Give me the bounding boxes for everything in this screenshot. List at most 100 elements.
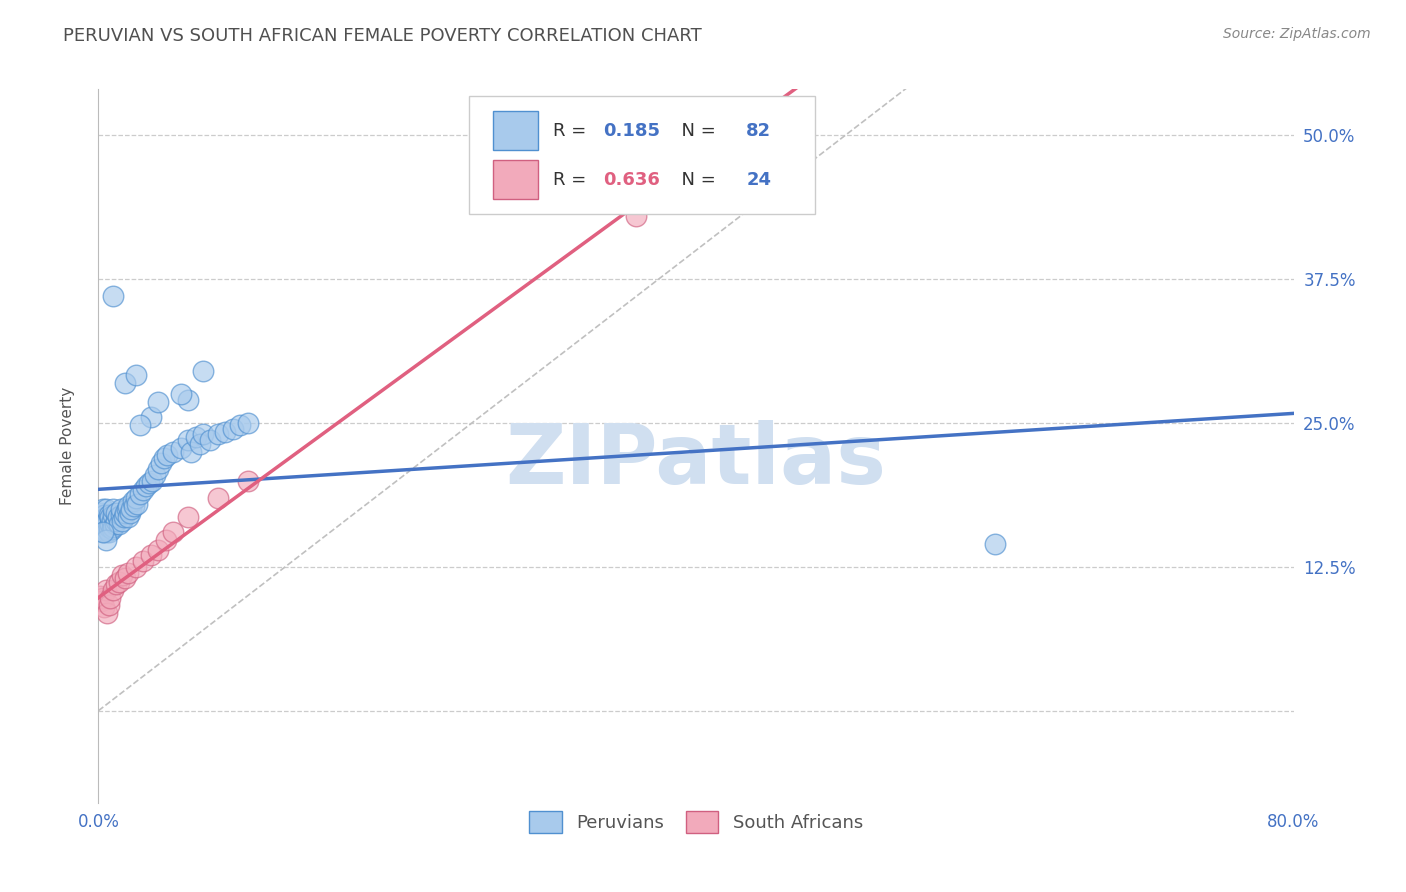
Text: 0.185: 0.185 xyxy=(603,122,659,140)
Point xyxy=(191,427,214,442)
Point xyxy=(110,508,132,522)
Point xyxy=(153,450,176,465)
Point xyxy=(143,467,166,482)
Point xyxy=(222,422,245,436)
Point xyxy=(114,376,136,390)
Point xyxy=(120,502,142,516)
Point xyxy=(626,209,648,223)
Point xyxy=(132,483,155,497)
Point xyxy=(155,533,177,548)
Point xyxy=(177,510,200,524)
Point xyxy=(207,491,229,505)
Point xyxy=(129,418,152,433)
Point xyxy=(200,434,222,448)
Point xyxy=(124,499,146,513)
Point xyxy=(96,522,118,536)
Point xyxy=(90,506,112,520)
Text: PERUVIAN VS SOUTH AFRICAN FEMALE POVERTY CORRELATION CHART: PERUVIAN VS SOUTH AFRICAN FEMALE POVERTY… xyxy=(63,27,702,45)
Point xyxy=(156,448,179,462)
Point xyxy=(103,502,125,516)
Point xyxy=(162,444,184,458)
Point xyxy=(94,533,117,548)
Point xyxy=(180,444,202,458)
Point xyxy=(125,559,148,574)
Point xyxy=(105,506,128,520)
Text: 0.636: 0.636 xyxy=(603,170,659,188)
Point xyxy=(129,487,152,501)
FancyBboxPatch shape xyxy=(494,160,538,199)
Point xyxy=(90,510,112,524)
Point xyxy=(111,568,134,582)
Legend: Peruvians, South Africans: Peruvians, South Africans xyxy=(522,804,870,840)
Point xyxy=(177,434,200,448)
Point xyxy=(89,508,111,522)
Point xyxy=(96,517,118,532)
Point xyxy=(148,395,170,409)
Point xyxy=(177,392,200,407)
Point xyxy=(94,519,117,533)
Point xyxy=(121,494,143,508)
Point xyxy=(98,510,122,524)
Point xyxy=(125,368,148,382)
Point xyxy=(141,474,163,488)
Point xyxy=(89,589,111,603)
Point xyxy=(105,577,128,591)
Point xyxy=(139,410,162,425)
Point xyxy=(150,456,173,470)
Text: N =: N = xyxy=(669,122,721,140)
Point xyxy=(114,571,136,585)
Point xyxy=(125,491,148,505)
Point xyxy=(207,427,229,442)
Text: 24: 24 xyxy=(747,170,770,188)
Point xyxy=(96,514,118,528)
Text: ZIPatlas: ZIPatlas xyxy=(506,420,886,500)
Point xyxy=(89,514,111,528)
Point xyxy=(112,510,135,524)
Point xyxy=(103,508,125,522)
Point xyxy=(138,475,160,490)
Point xyxy=(114,506,136,520)
Point xyxy=(984,537,1007,551)
Point xyxy=(117,566,139,580)
Point xyxy=(127,497,149,511)
Point xyxy=(91,525,114,540)
Point xyxy=(90,519,112,533)
Point xyxy=(103,582,125,597)
Point xyxy=(97,598,120,612)
Point xyxy=(91,502,114,516)
Y-axis label: Female Poverty: Female Poverty xyxy=(60,387,75,505)
Point xyxy=(111,514,134,528)
Point xyxy=(93,522,115,536)
Point xyxy=(97,519,120,533)
Point xyxy=(132,554,155,568)
Point xyxy=(184,430,207,444)
Point xyxy=(135,479,157,493)
Point xyxy=(98,517,122,532)
Text: Source: ZipAtlas.com: Source: ZipAtlas.com xyxy=(1223,27,1371,41)
Point xyxy=(101,522,124,536)
Point xyxy=(236,474,259,488)
Point xyxy=(115,502,138,516)
Point xyxy=(91,525,114,540)
Point xyxy=(162,525,184,540)
Point xyxy=(148,462,170,476)
Point xyxy=(93,600,115,615)
Point xyxy=(104,517,127,532)
Point xyxy=(105,514,128,528)
Point xyxy=(97,508,120,522)
Point xyxy=(97,525,120,540)
Point xyxy=(93,514,115,528)
Point xyxy=(93,508,115,522)
Point xyxy=(91,591,114,605)
Point xyxy=(110,502,132,516)
Point xyxy=(98,591,122,605)
Point xyxy=(118,506,141,520)
Text: 82: 82 xyxy=(747,122,772,140)
Point xyxy=(96,606,118,620)
Point xyxy=(188,436,211,450)
Point xyxy=(169,442,191,456)
Point xyxy=(94,510,117,524)
Point xyxy=(117,510,139,524)
Point xyxy=(101,514,124,528)
Point xyxy=(236,416,259,430)
